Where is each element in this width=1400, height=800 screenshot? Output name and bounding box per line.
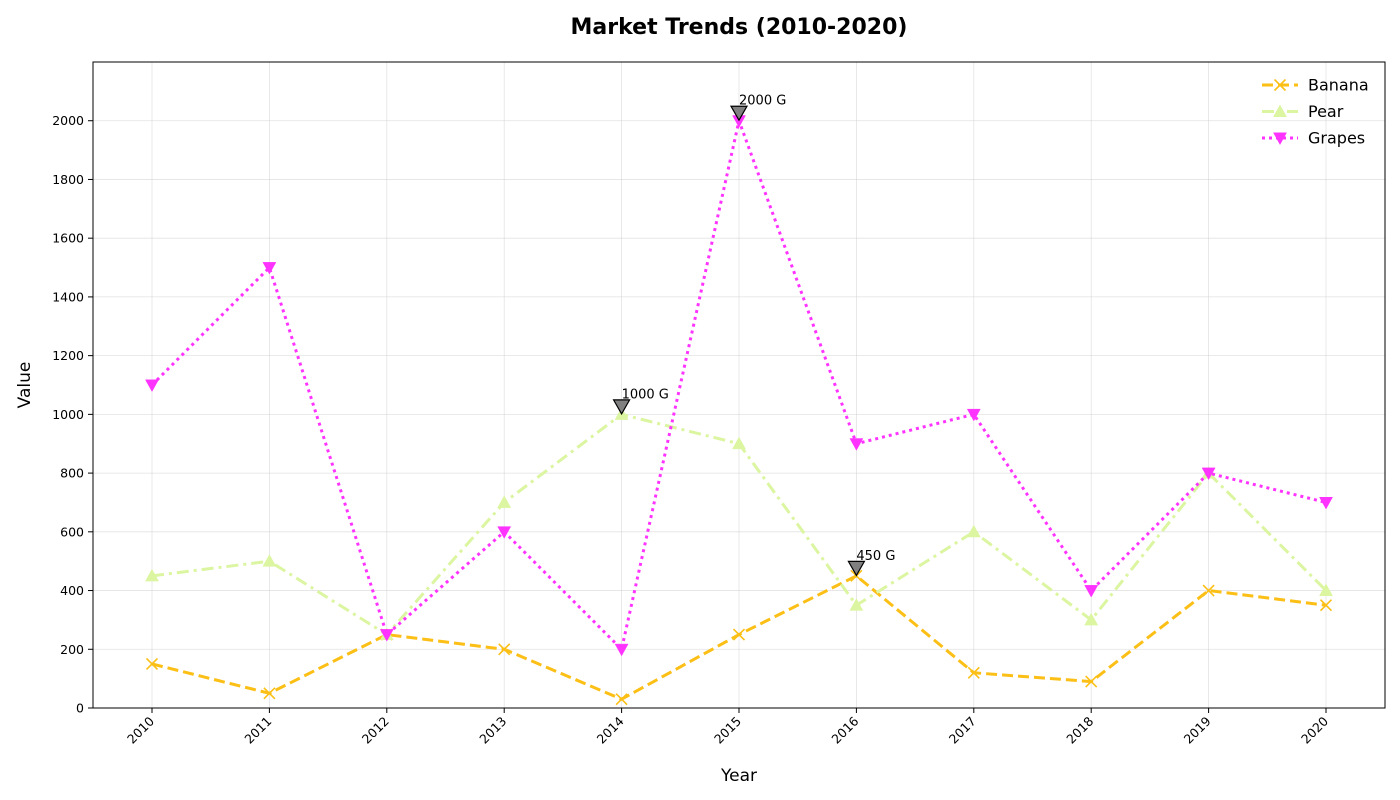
y-tick-label: 400 [60,583,84,598]
data-point [849,598,864,611]
annotation: 1000 G [612,387,669,416]
data-point [262,554,277,567]
y-tick-label: 1600 [52,231,84,246]
legend-label: Pear [1308,102,1344,121]
x-axis-label: Year [720,766,757,786]
data-point [263,687,276,700]
annotation-label: 1000 G [622,387,669,402]
data-point [379,629,394,642]
data-point [732,436,746,450]
data-point [145,657,159,671]
legend: Banana Pear Grapes [1262,76,1369,148]
data-point [497,495,512,508]
legend-marker [1273,132,1287,146]
series-pear [145,407,1333,641]
data-point [615,693,628,706]
legend-entry-banana: Banana [1262,76,1369,95]
data-point [497,526,512,539]
data-point [966,524,981,538]
data-point [262,262,277,275]
data-point [1319,599,1333,612]
data-point [1202,584,1215,597]
y-axis-label: Value [15,362,35,409]
legend-marker [1273,104,1287,117]
legend-label: Banana [1308,76,1369,95]
legend-marker [1273,78,1287,92]
data-point [1201,467,1216,481]
legend-entry-grapes: Grapes [1262,129,1365,148]
data-point [849,438,864,451]
chart-title: Market Trends (2010-2020) [571,15,908,40]
annotation: 2000 G [729,94,786,122]
data-point [1319,497,1333,510]
y-tick-label: 1200 [52,348,84,363]
annotation-label: 2000 G [739,94,786,109]
data-point [614,643,629,657]
annotation-arrow-icon [847,560,866,577]
data-point [967,666,980,679]
legend-entry-pear: Pear [1262,102,1344,121]
y-tick-label: 600 [60,524,84,539]
data-point [1085,675,1098,688]
annotation-arrow-icon [729,105,749,122]
y-tick-label: 2000 [52,113,84,128]
data-point [1084,585,1099,598]
data-point [966,408,981,422]
legend-label: Grapes [1308,129,1365,148]
y-tick-label: 0 [76,701,84,716]
annotation-arrow-icon [612,399,631,416]
data-point [145,568,159,582]
annotation: 450 G [847,549,895,577]
y-tick-label: 1400 [52,289,84,304]
data-point [498,643,511,656]
y-tick-label: 200 [60,642,84,657]
data-point [1084,612,1099,626]
annotation-label: 450 G [856,549,895,564]
y-tick-label: 1000 [52,407,84,422]
annotation-layer: 1000 G 2000 G 450 G [612,94,895,577]
data-point [732,628,746,641]
y-tick-label: 1800 [52,172,84,187]
y-tick-label: 800 [60,466,84,481]
grid [93,62,1385,709]
data-point [145,379,159,393]
data-point [1319,583,1333,596]
